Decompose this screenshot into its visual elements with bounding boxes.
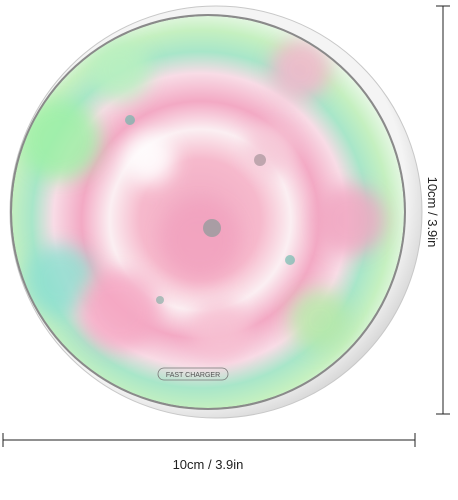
- height-label: 10cm / 3.9in: [425, 177, 440, 248]
- width-dimension: [2, 433, 416, 447]
- label-badge: [157, 367, 229, 381]
- tie-dye-surface: [12, 16, 404, 408]
- height-dimension: [436, 5, 450, 415]
- width-label: 10cm / 3.9in: [173, 457, 244, 472]
- product-label: FAST CHARGER: [166, 372, 220, 379]
